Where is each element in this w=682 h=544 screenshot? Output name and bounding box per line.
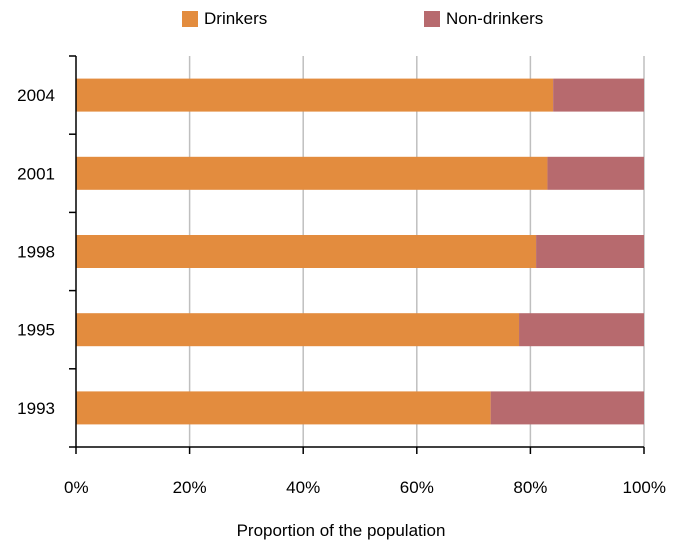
drinkers-bar-2004 — [76, 78, 554, 112]
x-tick-label: 100% — [623, 478, 666, 497]
drinkers-bar-2001 — [76, 156, 548, 190]
legend-label-non-drinkers: Non-drinkers — [446, 9, 544, 28]
x-tick-label: 20% — [173, 478, 207, 497]
non-drinkers-bar-1998 — [536, 235, 644, 268]
legend-swatch-drinkers — [182, 11, 198, 27]
y-tick-label: 1993 — [17, 399, 55, 418]
x-axis-title: Proportion of the population — [236, 521, 446, 540]
drinkers-bar-1998 — [76, 235, 537, 268]
legend-swatch-non-drinkers — [424, 11, 440, 27]
x-tick-label: 80% — [513, 478, 547, 497]
drinkers-bar-1995 — [76, 313, 520, 347]
y-tick-label: 2001 — [17, 164, 55, 183]
x-tick-label: 0% — [64, 478, 89, 497]
drinkers-bar-1993 — [76, 391, 491, 425]
legend-item-drinkers: Drinkers — [182, 8, 267, 30]
legend-label-drinkers: Drinkers — [204, 9, 268, 28]
y-tick-label: 2004 — [17, 86, 55, 105]
y-tick-label: 1998 — [17, 243, 55, 262]
non-drinkers-bar-1995 — [519, 313, 644, 347]
non-drinkers-bar-2004 — [553, 78, 644, 112]
x-tick-label: 40% — [286, 478, 320, 497]
legend-item-non-drinkers: Non-drinkers — [424, 8, 543, 30]
x-tick-label: 60% — [400, 478, 434, 497]
non-drinkers-bar-2001 — [547, 156, 644, 190]
y-tick-label: 1995 — [17, 321, 55, 340]
non-drinkers-bar-1993 — [490, 391, 644, 425]
